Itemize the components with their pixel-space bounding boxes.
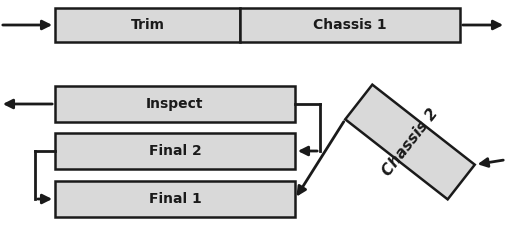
FancyBboxPatch shape	[55, 181, 294, 217]
Text: Chassis 1: Chassis 1	[313, 18, 386, 32]
FancyBboxPatch shape	[55, 8, 239, 42]
Text: Final 1: Final 1	[148, 192, 201, 206]
Text: Trim: Trim	[130, 18, 164, 32]
FancyBboxPatch shape	[55, 86, 294, 122]
Text: Final 2: Final 2	[148, 144, 201, 158]
Text: Chassis 2: Chassis 2	[378, 105, 440, 178]
FancyBboxPatch shape	[55, 133, 294, 169]
FancyBboxPatch shape	[239, 8, 459, 42]
Text: Inspect: Inspect	[146, 97, 204, 111]
FancyBboxPatch shape	[344, 85, 474, 199]
